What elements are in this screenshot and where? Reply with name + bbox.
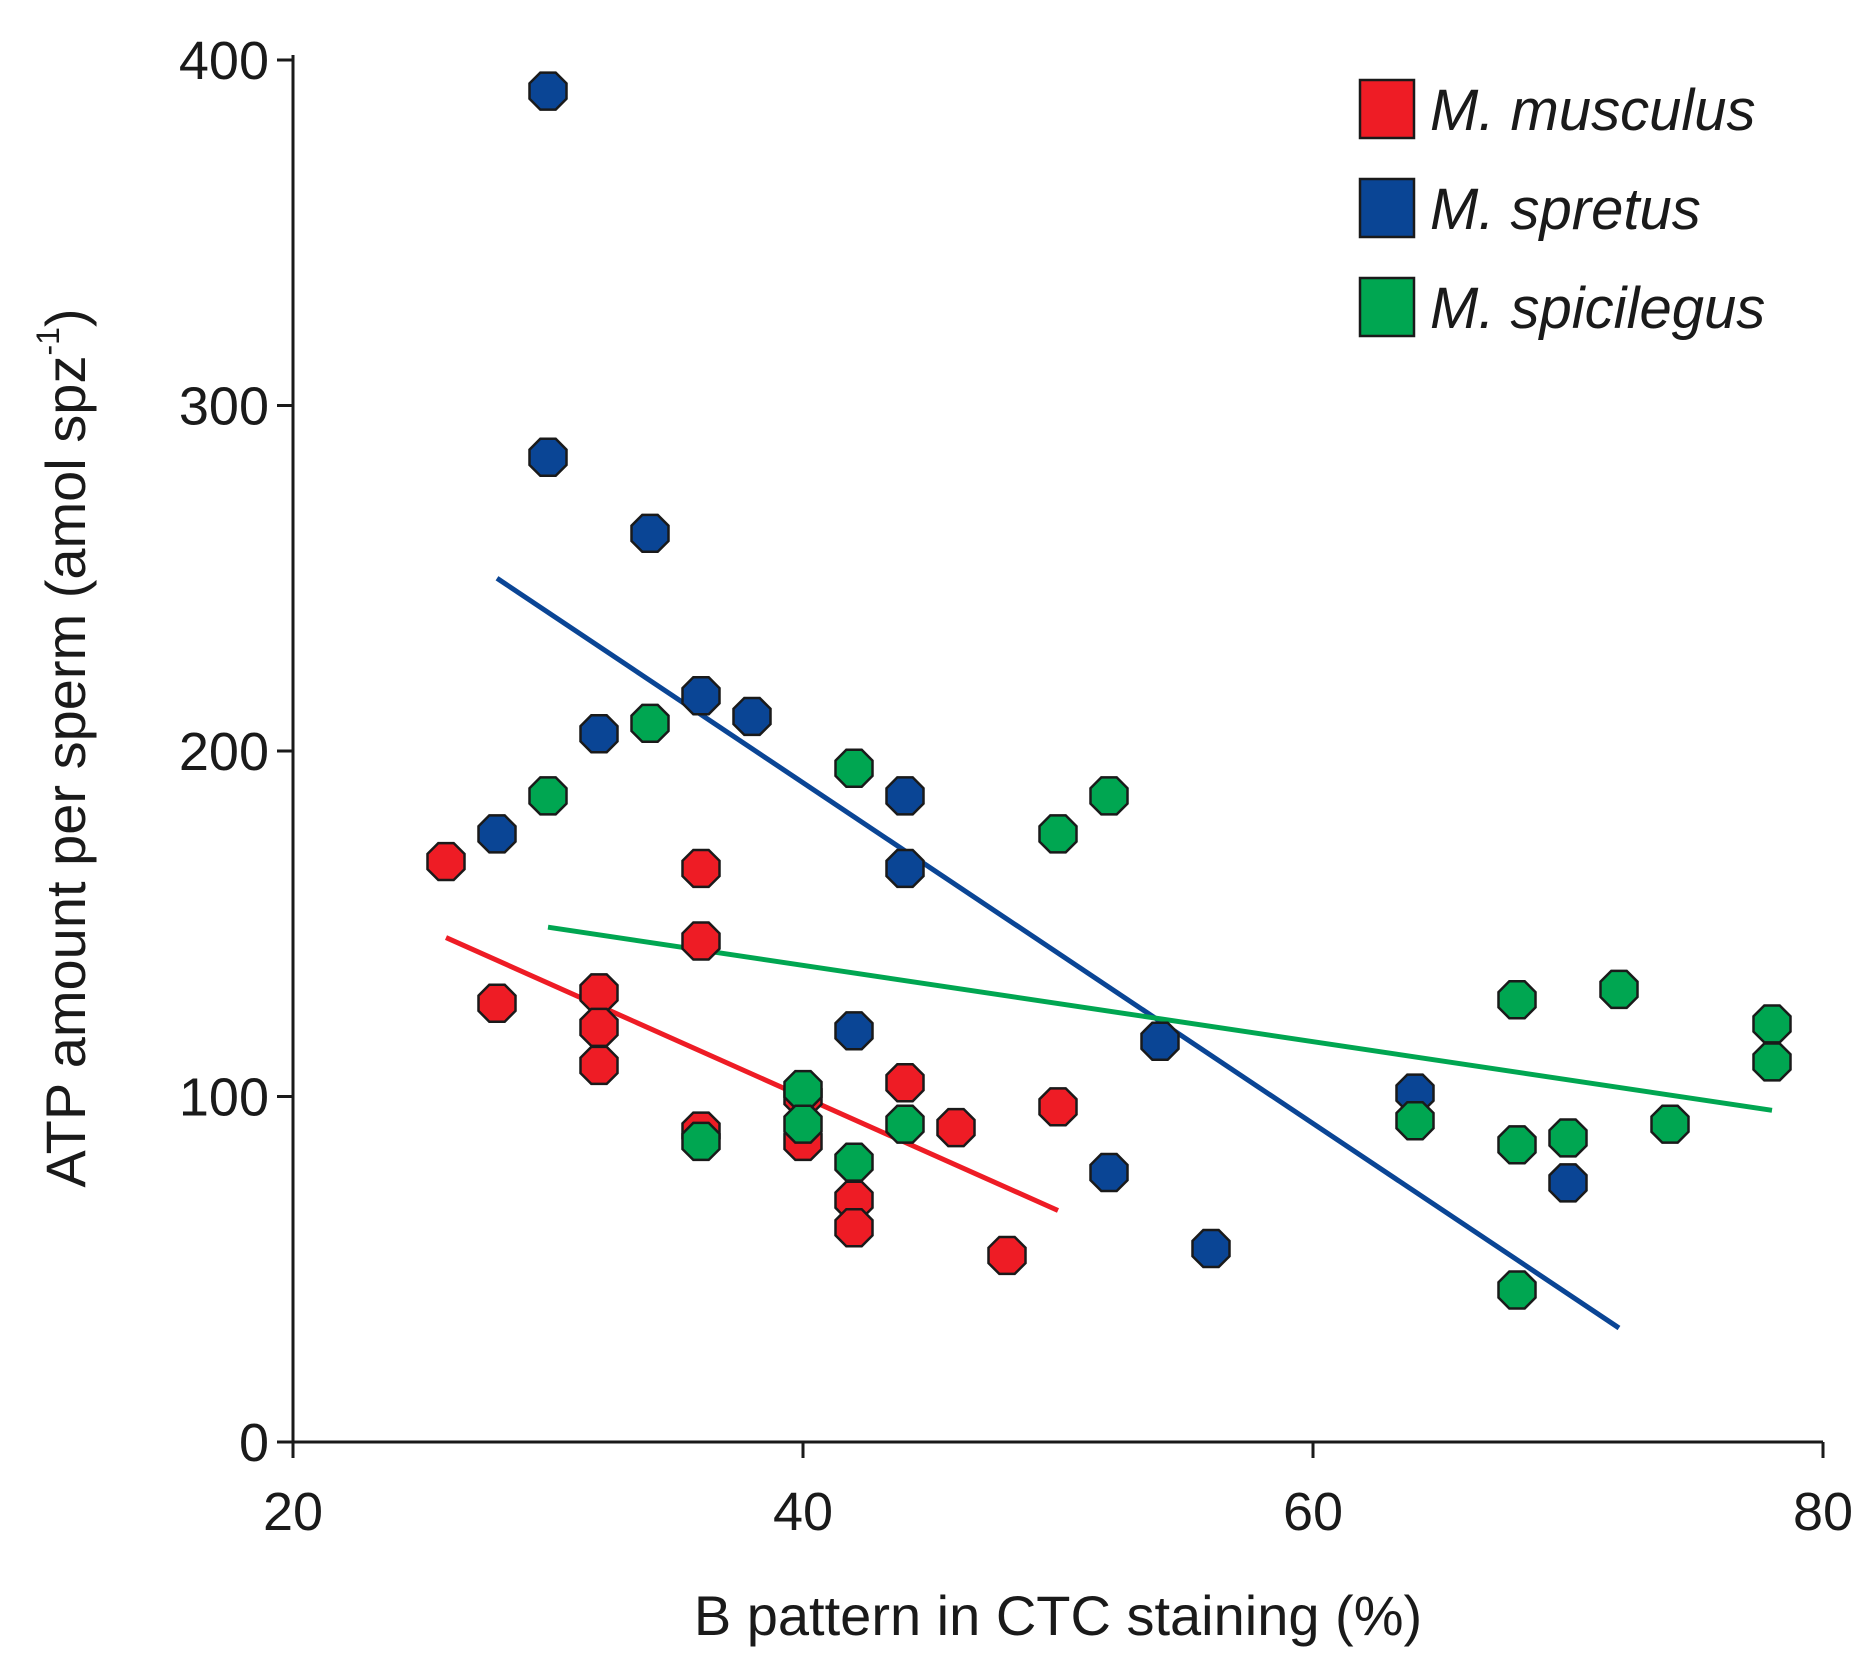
data-point bbox=[1038, 1087, 1078, 1127]
data-point bbox=[426, 841, 466, 882]
axes bbox=[291, 55, 1823, 1444]
y-tick-label: 300 bbox=[179, 377, 269, 437]
x-ticks: 20 40 60 80 bbox=[263, 1442, 1853, 1542]
data-point bbox=[1038, 814, 1078, 854]
data-point bbox=[681, 1121, 721, 1162]
x-tick-label: 80 bbox=[1793, 1482, 1853, 1542]
trend-line bbox=[495, 576, 1621, 1331]
data-point bbox=[477, 814, 517, 854]
data-point bbox=[579, 973, 619, 1013]
x-axis-label: B pattern in CTC staining (%) bbox=[694, 1584, 1422, 1647]
y-tick-label: 0 bbox=[239, 1413, 269, 1473]
data-point bbox=[681, 921, 721, 961]
data-point bbox=[783, 1069, 823, 1110]
data-point bbox=[834, 1208, 874, 1248]
x-tick-label: 40 bbox=[773, 1482, 833, 1542]
data-point bbox=[630, 703, 670, 744]
data-point bbox=[1548, 1163, 1588, 1203]
y-axis-label-close: ) bbox=[34, 308, 97, 327]
data-point bbox=[1548, 1118, 1588, 1158]
legend-label: M. musculus bbox=[1430, 78, 1756, 143]
y-axis-label-superscript: -1 bbox=[30, 327, 66, 355]
data-point bbox=[1497, 1270, 1537, 1310]
data-point bbox=[834, 748, 874, 789]
data-point bbox=[1089, 1152, 1129, 1193]
data-point bbox=[885, 848, 925, 889]
legend: M. musculus M. spretus M. spicilegus bbox=[1358, 78, 1765, 341]
legend-swatch bbox=[1358, 276, 1416, 338]
data-point bbox=[681, 848, 721, 889]
data-point bbox=[1089, 776, 1129, 816]
data-point bbox=[1140, 1021, 1180, 1061]
legend-label: M. spicilegus bbox=[1430, 276, 1765, 341]
data-point bbox=[1395, 1100, 1435, 1141]
legend-swatch bbox=[1358, 78, 1416, 140]
data-point bbox=[732, 696, 772, 737]
data-point bbox=[1497, 980, 1537, 1020]
data-point bbox=[987, 1235, 1027, 1276]
data-point bbox=[1497, 1125, 1537, 1165]
data-point bbox=[1599, 969, 1639, 1010]
data-point bbox=[834, 1142, 874, 1182]
data-point bbox=[936, 1107, 976, 1148]
y-axis-label: ATP amount per sperm (amol spz-1) bbox=[30, 308, 97, 1187]
data-point bbox=[1191, 1228, 1231, 1269]
data-point bbox=[885, 1062, 925, 1103]
trend-line bbox=[444, 935, 1060, 1213]
x-tick-label: 20 bbox=[263, 1482, 323, 1542]
data-point bbox=[681, 675, 721, 716]
data-point bbox=[885, 1104, 925, 1144]
data-point bbox=[630, 513, 670, 554]
data-point bbox=[885, 776, 925, 816]
data-point bbox=[579, 1045, 619, 1086]
legend-label: M. spretus bbox=[1430, 177, 1701, 242]
data-point bbox=[834, 1011, 874, 1051]
data-point bbox=[1650, 1104, 1690, 1144]
data-points bbox=[426, 71, 1792, 1310]
data-point bbox=[579, 713, 619, 754]
data-point bbox=[579, 1007, 619, 1048]
data-point bbox=[528, 437, 568, 478]
data-point bbox=[1752, 1042, 1792, 1082]
y-tick-label: 400 bbox=[179, 31, 269, 91]
x-tick-label: 60 bbox=[1283, 1482, 1343, 1542]
y-tick-label: 200 bbox=[179, 722, 269, 782]
y-tick-label: 100 bbox=[179, 1068, 269, 1128]
data-point bbox=[528, 776, 568, 816]
y-ticks: 0 100 200 300 400 bbox=[179, 31, 293, 1473]
data-point bbox=[783, 1104, 823, 1144]
data-point bbox=[477, 983, 517, 1023]
data-point bbox=[1752, 1004, 1792, 1044]
legend-swatch bbox=[1358, 177, 1416, 239]
data-point bbox=[528, 71, 568, 111]
trend-lines bbox=[444, 576, 1773, 1331]
y-axis-label-main: ATP amount per sperm (amol spz bbox=[34, 356, 97, 1188]
trend-line bbox=[547, 924, 1773, 1113]
